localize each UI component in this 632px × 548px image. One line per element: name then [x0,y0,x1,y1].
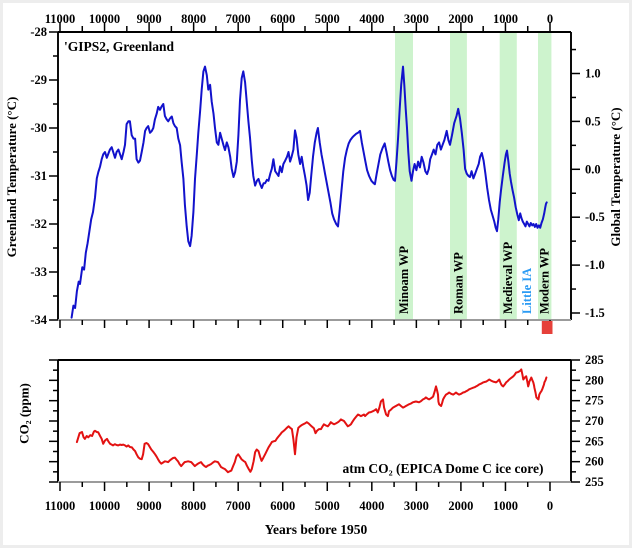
co2-axis-tick-label: 285 [585,353,604,367]
co2-axis-title: CO₂ (ppm) [16,383,32,444]
global-temp-axis-title: Global Temperature (°C) [608,107,623,247]
bottom-axis-tick-label: 6000 [270,499,295,513]
warm-period-label: Roman WP [451,252,465,314]
greenland-axis-tick-label: -34 [30,313,47,327]
warm-period-band [450,33,467,320]
top-axis-tick-label: 4000 [359,12,384,26]
co2-axis-tick-label: 270 [585,414,604,428]
greenland-axis-tick-label: -31 [30,169,47,183]
co2-axis-tick-label: 280 [585,373,604,387]
top-axis-tick-label: 3000 [404,12,429,26]
panel-title: 'GIPS2, Greenland [64,39,175,54]
top-axis-tick-label: 5000 [315,12,340,26]
bottom-axis-tick-label: 10000 [89,499,120,513]
global-axis-tick-label: 0.0 [585,162,601,176]
co2-axis-tick-label: 255 [585,475,604,489]
greenland-axis-tick-label: -33 [30,265,47,279]
top-axis-tick-label: 10000 [89,12,120,26]
bottom-axis-tick-label: 3000 [404,499,429,513]
bottom-axis-tick-label: 11000 [45,499,76,513]
warm-period-label: Minoam WP [397,245,411,314]
bottom-axis-tick-label: 2000 [448,499,473,513]
top-axis-tick-label: 9000 [137,12,162,26]
bottom-axis-tick-label: 8000 [181,499,206,513]
warm-period-band [538,33,552,320]
bottom-axis-tick-label: 9000 [137,499,162,513]
greenland-axis-tick-label: -30 [30,121,47,135]
greenland-axis-tick-label: -29 [30,73,47,87]
bottom-axis-tick-label: 1000 [493,499,518,513]
warm-period-label: Little IA [520,268,534,314]
bottom-axis-tick-label: 5000 [315,499,340,513]
modern-warming-marker [541,321,553,334]
co2-axis-tick-label: 265 [585,434,604,448]
global-axis-tick-label: 1.0 [585,67,601,81]
top-axis-tick-label: 6000 [270,12,295,26]
co2-source-annotation: atm CO₂ (EPICA Dome C ice core) [342,461,544,476]
warm-period-label: Medieval WP [501,241,515,314]
top-axis-tick-label: 11000 [45,12,76,26]
co2-axis-tick-label: 260 [585,455,604,469]
bottom-axis-tick-label: 4000 [359,499,384,513]
warm-period-label: Modern WP [538,248,552,314]
top-axis-tick-label: 2000 [448,12,473,26]
greenland-temp-curve [70,65,548,319]
bottom-axis-tick-label: 7000 [226,499,251,513]
top-axis-tick-label: 1000 [493,12,518,26]
global-axis-tick-label: -0.5 [585,210,605,224]
greenland-temp-axis-title: Greenland Temperature (°C) [4,96,19,258]
greenland-axis-tick-label: -28 [30,25,47,39]
top-axis-tick-label: 0 [547,12,553,26]
top-axis-tick-label: 8000 [181,12,206,26]
global-axis-tick-label: 0.5 [585,114,601,128]
x-axis-title: Years before 1950 [264,522,368,537]
co2-axis-tick-label: 275 [585,394,604,408]
co2-curve [75,368,548,474]
top-axis-tick-label: 7000 [226,12,251,26]
global-axis-tick-label: -1.5 [585,306,605,320]
global-axis-tick-label: -1.0 [585,258,605,272]
greenland-axis-tick-label: -32 [30,217,47,231]
bottom-axis-tick-label: 0 [547,499,553,513]
warm-period-band [499,33,517,320]
